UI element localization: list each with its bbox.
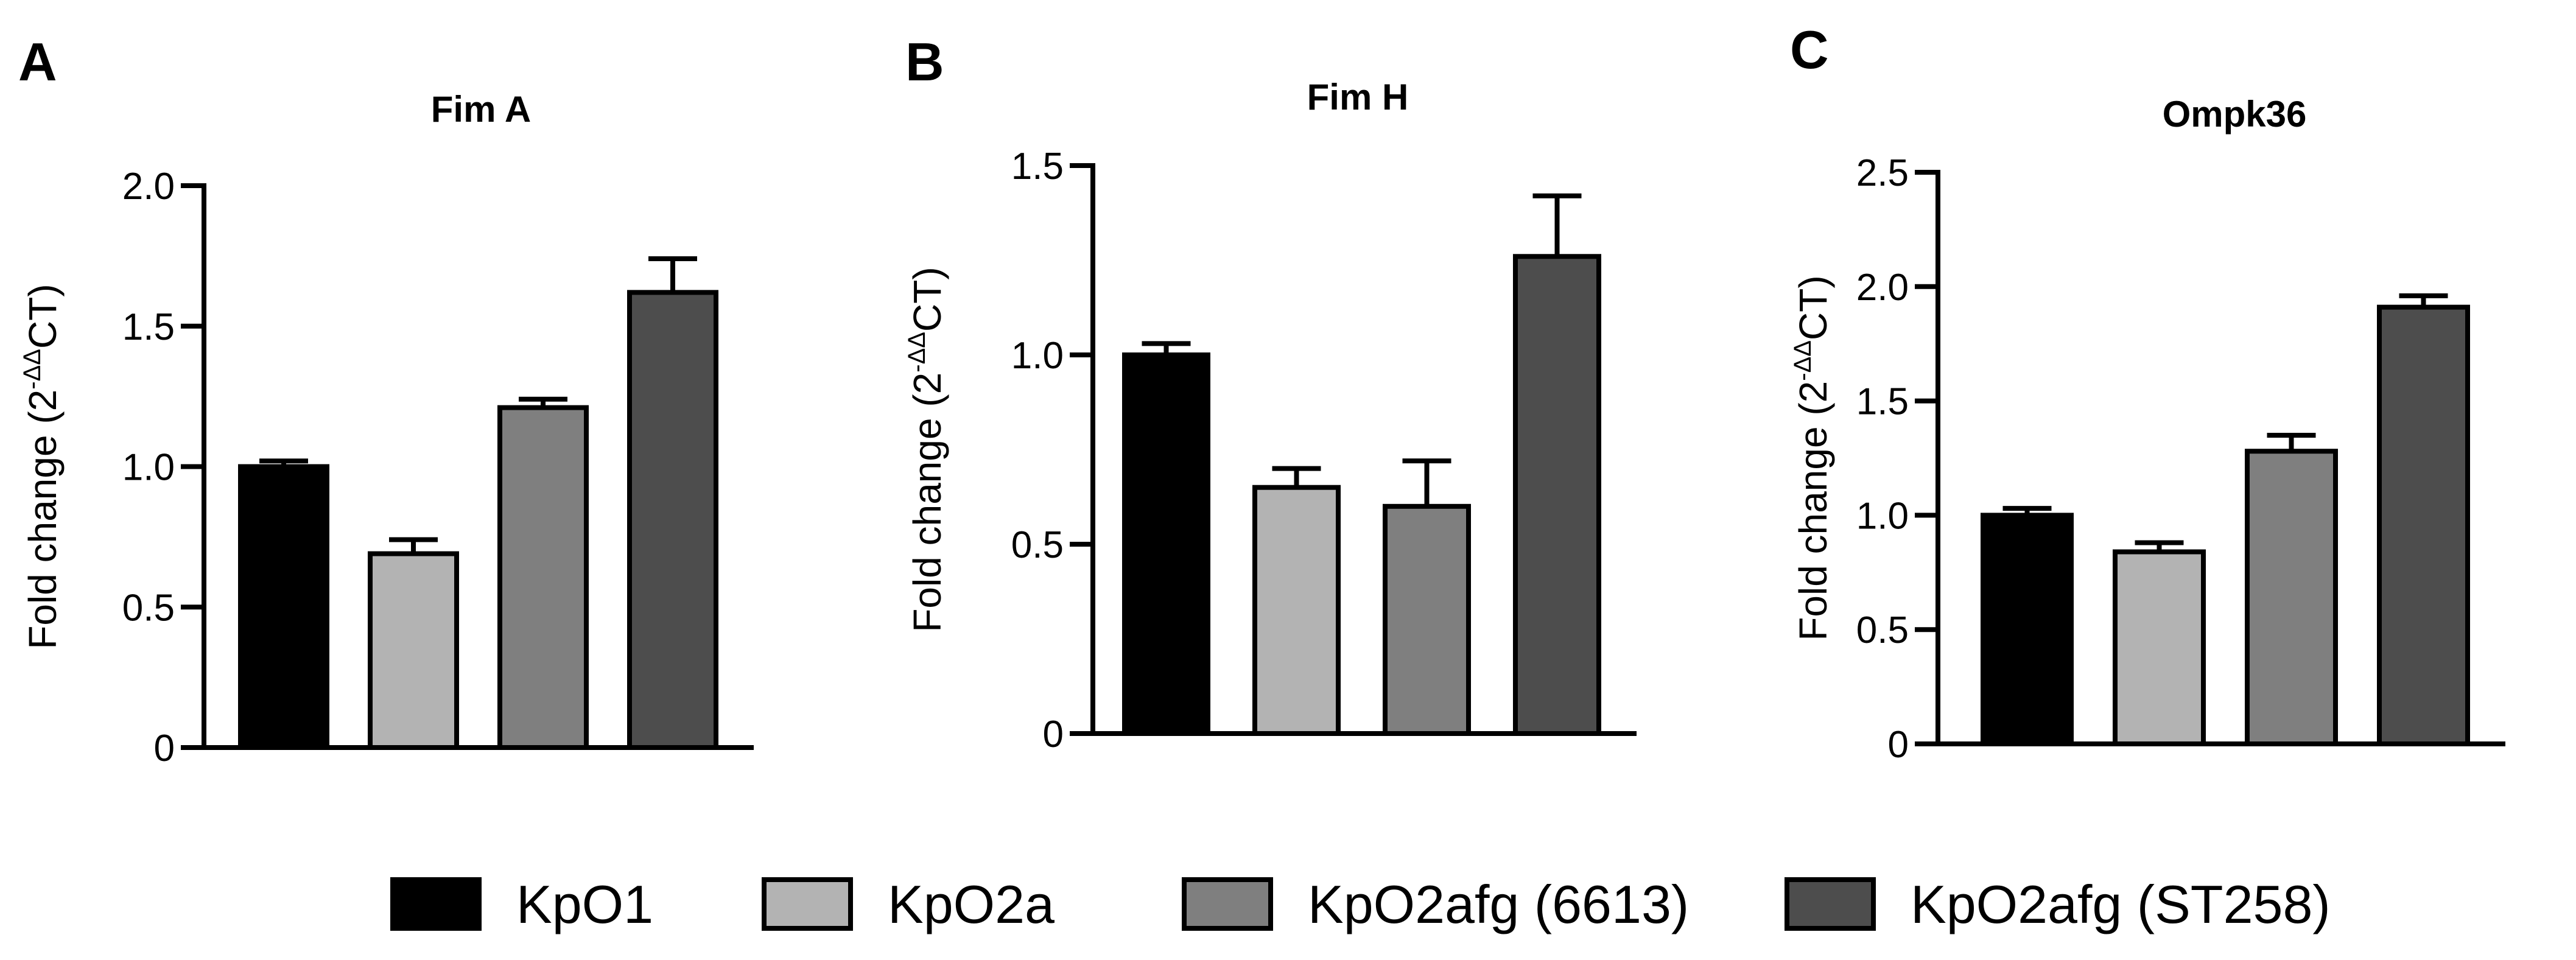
y-tick-label: 0 (1888, 724, 1909, 766)
panel-letter: A (18, 32, 57, 92)
y-tick-label: 2.0 (1856, 267, 1909, 309)
bar-3 (497, 405, 589, 750)
legend: KpO1 KpO2a KpO2afg (6613) KpO2afg (ST258) (390, 874, 2331, 934)
y-axis-label-superscript: -ΔΔ (1789, 340, 1816, 381)
bar-2 (1252, 485, 1341, 736)
y-axis-label-main: Fold change (2 (21, 390, 65, 650)
panel-c: C Ompk36 Fold change (2-ΔΔCT) 0 0.5 1.0 1.5 2.0… (1789, 19, 2505, 766)
y-axis-label: Fold change (2-ΔΔCT) (19, 284, 65, 649)
bar-4 (627, 290, 718, 750)
legend-label-2: KpO2a (888, 874, 1055, 934)
bar-3 (2245, 449, 2338, 746)
panel-letter: C (1790, 19, 1829, 80)
panel-a: A Fim A Fold change (2-ΔΔCT) 0 0.5 1.0 1.5 2.0 (18, 32, 754, 769)
y-tick-label: 0 (1043, 713, 1064, 755)
legend-label-3: KpO2afg (6613) (1308, 874, 1689, 934)
y-tick-label: 1.0 (1856, 495, 1909, 537)
y-axis-label: Fold change (2-ΔΔCT) (904, 267, 949, 632)
panel-title: Fim H (1307, 77, 1409, 117)
y-axis-label: Fold change (2-ΔΔCT) (1789, 275, 1835, 640)
legend-swatch-4 (1785, 877, 1876, 931)
bar-2 (2113, 549, 2206, 746)
legend-swatch-3 (1182, 877, 1273, 931)
y-tick-label: 0.5 (122, 587, 175, 629)
y-tick-label: 2.0 (122, 166, 175, 208)
y-tick-label: 1.5 (1011, 145, 1064, 187)
bar-1 (1122, 352, 1210, 736)
legend-swatch-2 (762, 877, 853, 931)
y-axis-label-superscript: -ΔΔ (19, 349, 46, 390)
legend-label-4: KpO2afg (ST258) (1911, 874, 2331, 934)
panel-b: B Fim H Fold change (2-ΔΔCT) 0 0.5 1.0 1.5 (904, 32, 1637, 755)
y-axis-label-suffix: CT) (21, 284, 65, 349)
bar-1 (1981, 513, 2074, 747)
legend-swatch-1 (390, 877, 482, 931)
y-tick-label: 1.5 (122, 306, 175, 348)
panel-title: Fim A (431, 89, 531, 130)
y-axis-label-suffix: CT) (905, 267, 949, 332)
y-axis-label-superscript: -ΔΔ (904, 332, 930, 373)
y-tick-label: 1.0 (1011, 335, 1064, 377)
panel-letter: B (905, 32, 944, 92)
bar-4 (2377, 304, 2470, 746)
y-tick-label: 1.5 (1856, 381, 1909, 423)
y-axis-label-main: Fold change (2 (905, 373, 949, 632)
bar-3 (1383, 503, 1471, 736)
y-tick-label: 0.5 (1011, 524, 1064, 566)
bar-1 (238, 464, 329, 750)
y-axis-label-main: Fold change (2 (1791, 381, 1835, 641)
bar-2 (368, 551, 459, 750)
y-tick-label: 0.5 (1856, 609, 1909, 651)
y-tick-label: 0 (154, 727, 175, 769)
bar-4 (1513, 254, 1601, 736)
y-tick-label: 2.5 (1856, 152, 1909, 194)
y-axis-label-suffix: CT) (1791, 275, 1835, 340)
legend-label-1: KpO1 (516, 874, 653, 934)
y-tick-label: 1.0 (122, 447, 175, 489)
panel-title: Ompk36 (2163, 94, 2307, 135)
